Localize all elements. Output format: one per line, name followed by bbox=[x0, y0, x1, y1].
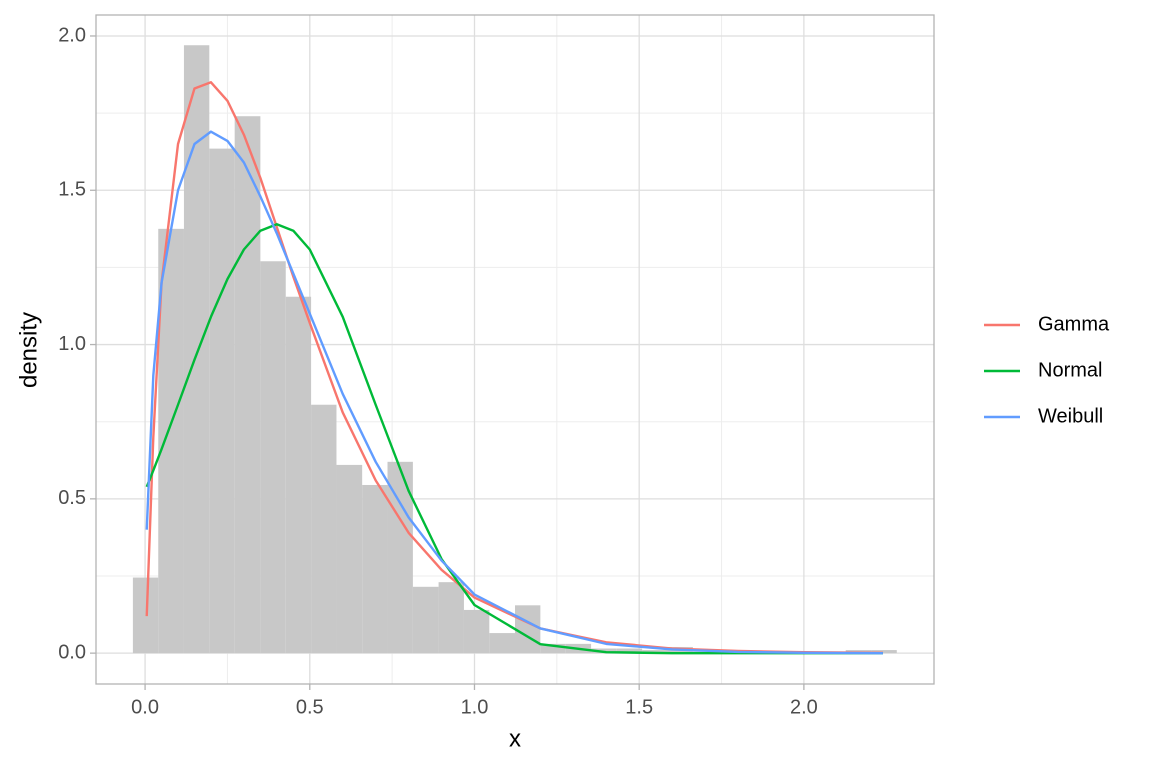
bar bbox=[362, 484, 388, 654]
y-tick-label: 1.0 bbox=[58, 333, 86, 355]
bar bbox=[515, 605, 541, 654]
bar bbox=[412, 586, 439, 654]
density-line bbox=[145, 130, 883, 655]
y-tick-label: 1.5 bbox=[58, 179, 86, 201]
legend-label: Normal bbox=[1038, 359, 1102, 381]
bar bbox=[463, 609, 490, 654]
x-tick-label: 0.0 bbox=[131, 696, 159, 718]
bar bbox=[642, 650, 668, 654]
y-axis-title: density bbox=[15, 312, 42, 388]
bar bbox=[183, 45, 210, 654]
y-tick-label: 2.0 bbox=[58, 24, 86, 46]
bar bbox=[234, 116, 261, 654]
panel-border bbox=[95, 14, 935, 685]
bar bbox=[438, 582, 464, 654]
bar bbox=[871, 650, 897, 654]
x-tick-label: 1.5 bbox=[625, 696, 653, 718]
bar bbox=[311, 404, 337, 654]
bar bbox=[540, 643, 566, 654]
bar bbox=[260, 261, 286, 654]
x-tick-label: 1.0 bbox=[461, 696, 489, 718]
density-line bbox=[145, 81, 883, 655]
bar bbox=[336, 464, 363, 654]
bar bbox=[489, 633, 515, 654]
legend: Gamma Normal Weibull bbox=[984, 313, 1110, 427]
bar bbox=[616, 648, 643, 654]
x-tick-label: 2.0 bbox=[790, 696, 818, 718]
density-line bbox=[145, 223, 883, 655]
x-tick-label: 0.5 bbox=[296, 696, 324, 718]
bar bbox=[387, 461, 413, 654]
bar bbox=[158, 228, 184, 654]
x-axis-title: x bbox=[509, 725, 521, 752]
y-tick-label: 0.0 bbox=[58, 641, 86, 663]
y-tick-label: 0.5 bbox=[58, 487, 86, 509]
bar bbox=[285, 296, 312, 654]
legend-label: Gamma bbox=[1038, 313, 1110, 335]
bar bbox=[209, 148, 235, 654]
legend-label: Weibull bbox=[1038, 405, 1103, 427]
